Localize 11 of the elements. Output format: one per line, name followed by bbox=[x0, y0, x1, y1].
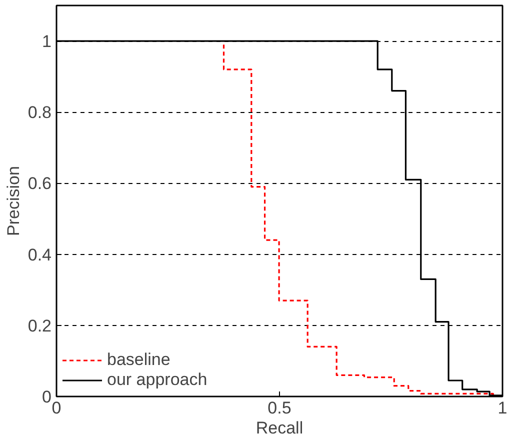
x-tick-label: 0.5 bbox=[268, 398, 292, 418]
y-axis-title: Precision bbox=[4, 166, 23, 236]
x-axis-title: Recall bbox=[256, 418, 304, 438]
y-tick-label: 1 bbox=[42, 32, 52, 52]
x-tick-label: 1 bbox=[498, 398, 508, 418]
y-tick-label: 0.4 bbox=[28, 245, 52, 264]
y-tick-label: 0.6 bbox=[28, 174, 52, 194]
y-tick-label: 0.8 bbox=[28, 103, 52, 122]
y-tick-label: 0.2 bbox=[28, 316, 52, 336]
legend-label: baseline bbox=[107, 350, 170, 370]
legend-label: our approach bbox=[107, 370, 208, 390]
